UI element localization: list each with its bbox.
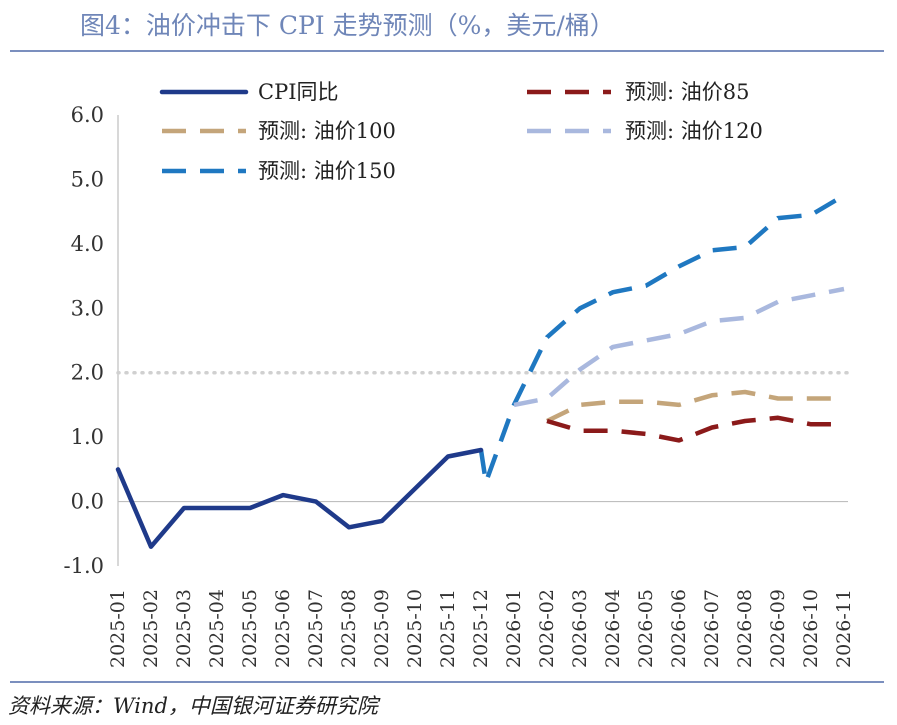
x-tick-label: 2025-12 (470, 589, 492, 668)
x-tick-label: 2025-10 (404, 589, 426, 668)
y-tick-label: -1.0 (64, 554, 105, 578)
y-tick-label: 4.0 (71, 232, 104, 256)
x-tick-label: 2025-11 (437, 589, 459, 668)
x-tick-label: 2026-05 (635, 589, 657, 668)
source-note: 资料来源：Wind，中国银河证券研究院 (8, 694, 378, 718)
x-tick-label: 2026-02 (536, 589, 558, 668)
x-tick-label: 2025-03 (173, 589, 195, 668)
x-tick-label: 2026-09 (767, 589, 789, 668)
series-line-actual (115, 447, 484, 549)
y-tick-label: 2.0 (71, 361, 104, 385)
x-tick-label: 2025-01 (107, 589, 129, 668)
x-tick-label: 2026-10 (800, 589, 822, 668)
legend-label-oil100: 预测: 油价100 (258, 119, 396, 143)
x-tick-label: 2026-07 (701, 589, 723, 668)
x-tick-label: 2025-02 (140, 589, 162, 668)
x-tick-label: 2026-08 (734, 589, 756, 668)
y-tick-label: 6.0 (71, 103, 104, 127)
x-tick-label: 2025-09 (371, 589, 393, 668)
series-line-oil85 (546, 415, 844, 443)
x-tick-label: 2026-11 (833, 589, 855, 668)
x-tick-label: 2025-08 (338, 589, 360, 668)
x-tick-label: 2025-05 (239, 589, 261, 668)
legend-label-oil85: 预测: 油价85 (625, 80, 749, 104)
y-tick-label: 0.0 (71, 490, 104, 514)
x-tick-label: 2026-04 (602, 589, 624, 668)
series-line-oil120 (513, 286, 845, 408)
y-tick-label: 1.0 (71, 425, 104, 449)
legend-label-oil120: 预测: 油价120 (625, 119, 763, 143)
y-tick-label: 3.0 (71, 296, 104, 320)
legend-label-actual: CPI同比 (258, 80, 339, 104)
x-tick-label: 2025-07 (305, 589, 327, 668)
legend-label-oil150: 预测: 油价150 (258, 159, 396, 183)
series-line-oil100 (546, 389, 844, 424)
x-tick-label: 2025-06 (272, 589, 294, 668)
x-tick-label: 2026-01 (503, 589, 525, 668)
x-tick-label: 2026-03 (569, 589, 591, 668)
title-rule (10, 50, 884, 52)
source-rule (10, 681, 884, 683)
x-tick-label: 2026-06 (668, 589, 690, 668)
y-tick-label: 5.0 (71, 167, 104, 191)
chart-title: 图4：油价冲击下 CPI 走势预测（%，美元/桶） (80, 11, 615, 40)
x-tick-label: 2025-04 (206, 589, 228, 668)
